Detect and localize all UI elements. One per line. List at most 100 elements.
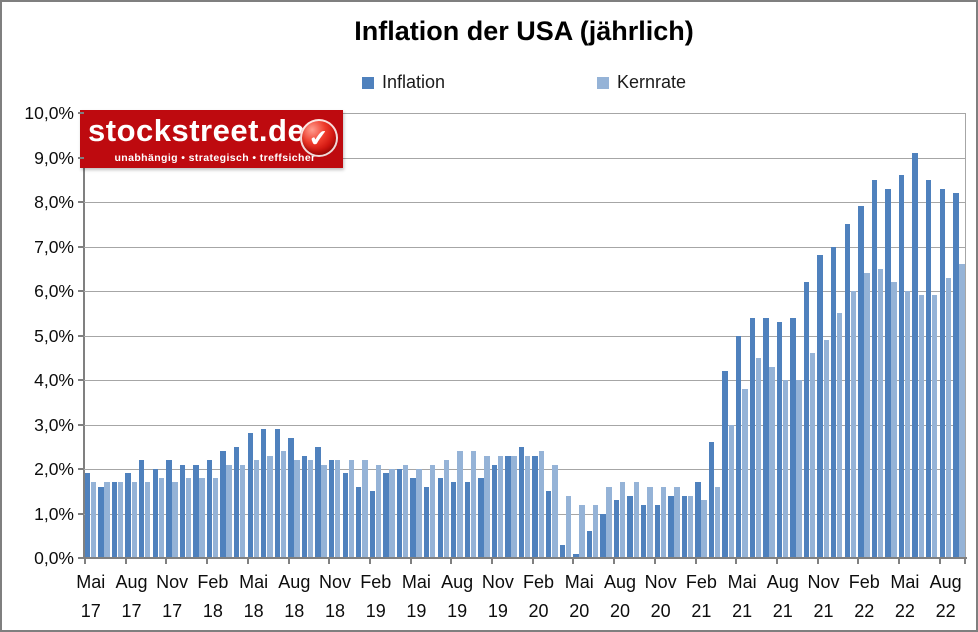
kernrate-bar	[335, 460, 341, 558]
kernrate-bar	[687, 495, 694, 558]
inflation-bar	[518, 446, 525, 558]
inflation-bar	[790, 317, 796, 558]
kernrate-bar	[959, 264, 965, 558]
kernrate-bar	[647, 486, 653, 558]
inflation-bar	[532, 455, 538, 558]
x-axis-tick-label: Mai 20	[564, 572, 594, 621]
kernrate-bar	[457, 451, 463, 558]
kernrate-bar	[212, 477, 219, 558]
kernrate-bar	[850, 291, 857, 558]
inflation-bar	[125, 473, 131, 558]
inflation-bar	[776, 322, 783, 558]
y-axis-tick	[78, 557, 84, 559]
kernrate-bar	[945, 277, 952, 558]
x-axis-tick	[964, 559, 966, 564]
kernrate-bar	[782, 380, 789, 558]
check-icon: ✔	[300, 119, 338, 157]
kernrate-bar	[701, 500, 707, 558]
x-axis-tick-label: Feb 18	[197, 572, 229, 621]
legend-swatch-inflation-icon	[361, 76, 374, 89]
inflation-bar	[763, 317, 769, 558]
inflation-bar	[369, 491, 376, 558]
kernrate-bar	[592, 504, 599, 558]
x-axis-tick-label: Mai 21	[727, 572, 757, 621]
kernrate-bar	[877, 268, 884, 558]
y-axis-tick	[78, 423, 84, 426]
x-axis-tick-label: Nov 17	[156, 572, 189, 621]
x-axis-tick	[531, 559, 534, 564]
logo-tagline: unabhängig • strategisch • treffsicher	[114, 152, 316, 164]
inflation-bar	[559, 544, 565, 558]
y-axis-tick-label: 1,0%	[34, 503, 74, 524]
inflation-bar	[98, 486, 104, 558]
kernrate-bar	[809, 353, 816, 558]
y-axis-tick-label: 10,0%	[24, 103, 74, 123]
x-axis-tick	[938, 559, 941, 564]
y-axis-tick-label: 6,0%	[34, 281, 74, 301]
kernrate-bar	[918, 295, 924, 558]
kernrate-bar	[864, 273, 870, 558]
kernrate-bar	[348, 460, 354, 558]
x-axis-tick-label: Feb 20	[523, 572, 555, 621]
y-axis-tick	[78, 334, 84, 337]
y-axis-tick-label: 0,0%	[34, 548, 74, 568]
x-axis-tick-label: Aug 22	[929, 572, 962, 621]
kernrate-bar	[769, 366, 775, 558]
plot-area	[83, 113, 967, 559]
x-axis-tick	[409, 559, 412, 564]
kernrate-bar	[755, 357, 762, 558]
y-axis-tick	[78, 512, 84, 515]
kernrate-bar	[280, 451, 287, 558]
kernrate-bar	[145, 482, 151, 558]
kernrate-bar	[430, 464, 436, 558]
kernrate-bar	[321, 464, 327, 558]
inflation-bar	[464, 482, 471, 558]
kernrate-bar	[538, 451, 544, 558]
inflation-bar	[423, 486, 430, 558]
legend-label-kernrate: Kernrate	[617, 72, 687, 92]
inflation-bar	[573, 553, 579, 558]
y-axis-tick-label: 7,0%	[34, 236, 74, 257]
kernrate-bar	[606, 486, 612, 558]
x-axis-tick-label: Nov 21	[807, 572, 840, 621]
inflation-bar	[858, 206, 864, 558]
kernrate-bar	[226, 464, 232, 558]
inflation-bar	[586, 531, 593, 558]
kernrate-bar	[443, 460, 449, 558]
x-axis-tick	[694, 559, 697, 564]
inflation-bar	[627, 495, 633, 558]
inflation-bar	[831, 246, 837, 558]
gridline	[84, 335, 966, 337]
legend-label-inflation: Inflation	[381, 72, 445, 92]
gridline	[84, 246, 966, 248]
inflation-bar	[152, 469, 158, 558]
x-axis-tick	[368, 559, 371, 564]
x-axis-tick-label: Feb 22	[848, 572, 880, 621]
x-axis-tick	[450, 559, 453, 564]
y-axis-tick	[78, 245, 84, 248]
inflation-bar	[342, 473, 348, 558]
x-axis-tick	[491, 559, 494, 564]
kernrate-bar	[837, 313, 843, 558]
inflation-bar	[451, 482, 457, 558]
kernrate-bar	[891, 282, 897, 558]
x-axis-tick-label: Mai 22	[890, 572, 920, 621]
inflation-bar	[613, 500, 620, 558]
inflation-bar	[925, 179, 932, 558]
legend-item-inflation: Inflation	[361, 72, 445, 93]
kernrate-bar	[904, 291, 911, 558]
y-axis-tick-label: 2,0%	[34, 459, 74, 479]
inflation-bar	[84, 473, 91, 558]
inflation-bar	[206, 460, 213, 558]
legend-swatch-kernrate-icon	[597, 76, 609, 89]
x-axis-tick-label: Mai 18	[239, 572, 269, 621]
kernrate-bar	[565, 495, 572, 558]
inflation-bar	[600, 513, 606, 558]
kernrate-bar	[267, 455, 273, 558]
inflation-bar	[912, 153, 918, 558]
kernrate-bar	[172, 482, 178, 558]
inflation-bar	[315, 446, 321, 558]
y-axis-tick	[78, 156, 84, 159]
kernrate-bar	[117, 482, 124, 558]
kernrate-bar	[375, 464, 382, 558]
